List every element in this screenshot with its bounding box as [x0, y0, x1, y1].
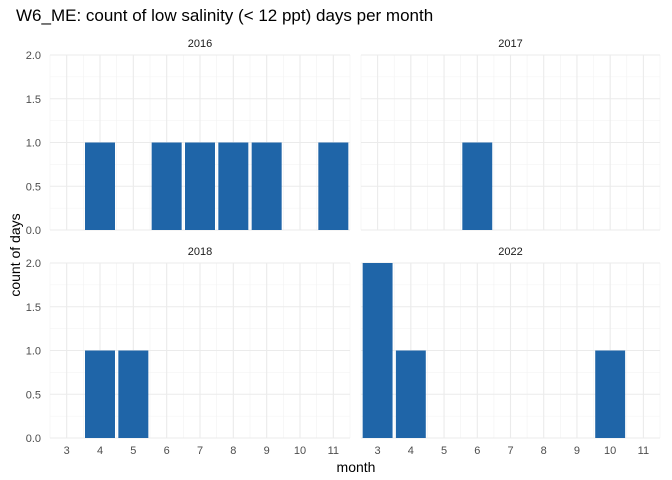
y-tick-label: 1.5: [26, 94, 41, 106]
facet-strip-label: 2016: [188, 38, 212, 50]
y-tick-label: 1.0: [26, 138, 41, 150]
x-axis-label: month: [337, 459, 376, 475]
x-tick-label: 5: [441, 445, 447, 457]
x-tick-label: 9: [264, 445, 270, 457]
facet-strip-label: 2022: [498, 246, 522, 258]
y-tick-label: 0.0: [26, 225, 41, 237]
bar: [251, 142, 282, 230]
x-tick-label: 5: [130, 445, 136, 457]
y-tick-label: 1.0: [26, 346, 41, 358]
x-tick-label: 4: [408, 445, 414, 457]
facet-panel: 2022 3 4 5 6 7 8 9 10 11: [360, 246, 661, 457]
bar: [185, 142, 215, 230]
y-tick-label: 2.0: [26, 258, 41, 270]
x-tick-label: 9: [574, 445, 580, 457]
bar: [218, 142, 249, 230]
y-tick-label: 2.0: [26, 50, 41, 62]
facet-strip-label: 2018: [188, 246, 212, 258]
x-tick-label: 11: [638, 445, 649, 457]
x-tick-label: 6: [474, 445, 480, 457]
bar: [362, 263, 393, 438]
x-tick-label: 3: [64, 445, 70, 457]
x-tick-label: 8: [541, 445, 547, 457]
facet-strip-label: 2017: [498, 38, 522, 50]
y-tick-label: 0.5: [26, 181, 41, 193]
facet-panel: 2017: [360, 38, 661, 231]
x-tick-label: 7: [507, 445, 513, 457]
bar: [118, 350, 149, 438]
facet-panel: 2016 0.0 0.5 1.0 1.5 2.0: [26, 38, 351, 237]
bar: [395, 350, 426, 438]
y-tick-label: 0.5: [26, 389, 41, 401]
chart-title: W6_ME: count of low salinity (< 12 ppt) …: [16, 6, 433, 25]
facet-panel: 2018 0.0 0.5 1.0 1.5 2.0 3 4 5 6 7 8 9 10 11: [26, 246, 351, 457]
bar: [85, 350, 115, 438]
x-tick-label: 8: [230, 445, 236, 457]
y-tick-label: 1.5: [26, 302, 41, 314]
bar: [85, 142, 115, 230]
facet-panels: 20160.00.51.01.52.0201720180.00.51.01.52…: [26, 38, 661, 457]
x-tick-label: 10: [294, 445, 306, 457]
y-tick-label: 0.0: [26, 433, 41, 445]
x-tick-label: 10: [604, 445, 616, 457]
x-tick-label: 6: [164, 445, 170, 457]
bar: [462, 142, 493, 230]
bar: [318, 142, 349, 230]
y-axis-label: count of days: [7, 213, 23, 296]
x-tick-label: 7: [197, 445, 203, 457]
x-tick-label: 11: [328, 445, 339, 457]
x-tick-label: 4: [97, 445, 103, 457]
bar: [151, 142, 182, 230]
x-tick-label: 3: [375, 445, 381, 457]
bar: [595, 350, 626, 438]
